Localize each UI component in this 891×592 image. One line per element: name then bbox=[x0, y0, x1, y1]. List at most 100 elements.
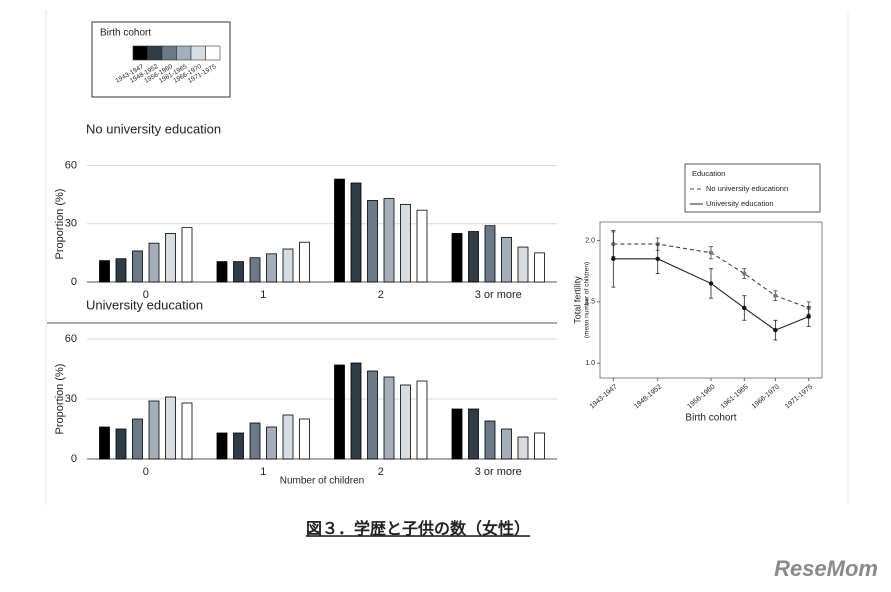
bar bbox=[400, 384, 411, 460]
x-tick-label: 1966-1970 bbox=[751, 384, 781, 411]
legend-swatch bbox=[176, 45, 192, 61]
x-tick-label: 1943-1947 bbox=[589, 384, 619, 411]
y-tick-label: 60 bbox=[65, 159, 77, 171]
point bbox=[708, 281, 714, 286]
bar bbox=[451, 233, 463, 283]
y-tick-label: 30 bbox=[65, 218, 77, 230]
x-tick-label: 1 bbox=[260, 289, 266, 301]
bar bbox=[400, 203, 411, 283]
chart-title: No university education bbox=[86, 121, 221, 136]
bar bbox=[350, 182, 362, 283]
bar bbox=[266, 426, 277, 460]
bar bbox=[416, 209, 428, 283]
y-tick-label: 60 bbox=[65, 333, 77, 345]
x-tick-label: 1971-1975 bbox=[784, 384, 814, 411]
bar bbox=[534, 432, 545, 460]
legend-swatch bbox=[132, 45, 148, 61]
bar bbox=[233, 261, 244, 283]
y-axis-sublabel: (mean number of children) bbox=[584, 262, 591, 338]
watermark: ReseMom bbox=[774, 556, 878, 581]
x-tick-label: 1 bbox=[260, 466, 266, 478]
bar bbox=[299, 241, 310, 283]
bar bbox=[115, 428, 127, 460]
legend-box bbox=[684, 163, 821, 213]
x-axis-label: Birth cohort bbox=[685, 413, 736, 424]
bar bbox=[165, 233, 176, 283]
bar bbox=[501, 428, 512, 460]
x-tick-label: 3 or more bbox=[475, 289, 522, 301]
bar bbox=[181, 402, 193, 460]
bar bbox=[282, 414, 294, 460]
bar bbox=[115, 258, 127, 283]
line bbox=[613, 258, 809, 331]
legend-swatch bbox=[147, 45, 163, 61]
y-tick-label: 1.5 bbox=[585, 299, 595, 306]
legend-swatch bbox=[161, 45, 177, 61]
bar bbox=[148, 242, 160, 283]
bar bbox=[132, 418, 143, 460]
chart-title: University education bbox=[86, 297, 203, 312]
bar bbox=[148, 400, 160, 460]
x-tick-label: 3 or more bbox=[475, 466, 522, 478]
bar bbox=[266, 253, 277, 283]
bar bbox=[534, 252, 545, 283]
bar bbox=[216, 432, 228, 460]
point bbox=[773, 327, 778, 333]
bar bbox=[249, 257, 261, 283]
y-axis-label: Proportion (%) bbox=[54, 364, 66, 435]
bar bbox=[468, 231, 479, 283]
bar bbox=[451, 408, 463, 460]
caption: 図３．学歴と子供の数（女性） bbox=[306, 519, 530, 538]
bar bbox=[334, 364, 345, 460]
point bbox=[708, 250, 714, 255]
bar bbox=[99, 426, 110, 460]
bar bbox=[416, 380, 428, 460]
bar bbox=[484, 420, 496, 460]
point bbox=[611, 256, 616, 262]
y-tick-label: 0 bbox=[71, 276, 77, 288]
x-tick-label: 0 bbox=[143, 466, 149, 478]
bar bbox=[484, 225, 496, 283]
bar bbox=[468, 408, 479, 460]
x-tick-label: 1956-1960 bbox=[686, 384, 716, 411]
point bbox=[742, 271, 747, 276]
legend-swatch bbox=[205, 45, 221, 61]
bar bbox=[249, 422, 261, 460]
bar bbox=[383, 376, 395, 460]
bar bbox=[517, 246, 529, 283]
bar bbox=[132, 250, 143, 283]
legend-title: Birth cohort bbox=[100, 28, 151, 39]
y-tick-label: 0 bbox=[71, 453, 77, 465]
y-tick-label: 30 bbox=[65, 393, 77, 405]
y-tick-label: 1.0 bbox=[585, 360, 595, 367]
bar bbox=[165, 396, 176, 460]
plot-box bbox=[599, 221, 823, 379]
legend-title: Education bbox=[692, 169, 725, 178]
bar bbox=[181, 227, 193, 283]
x-axis-label: Number of children bbox=[280, 476, 364, 487]
bar bbox=[517, 436, 529, 460]
x-tick-label: 1948-1952 bbox=[633, 384, 663, 411]
bar bbox=[282, 248, 294, 283]
bar bbox=[216, 261, 228, 283]
y-axis-label: Total fertility bbox=[572, 276, 582, 324]
line bbox=[613, 243, 809, 309]
point bbox=[742, 305, 747, 311]
bar bbox=[383, 198, 395, 283]
bar bbox=[299, 418, 310, 460]
bar bbox=[334, 178, 345, 283]
x-tick-label: 0 bbox=[143, 289, 149, 301]
point bbox=[773, 293, 778, 298]
bar bbox=[367, 200, 378, 283]
y-tick-label: 2.0 bbox=[585, 237, 595, 244]
legend-swatch bbox=[190, 45, 206, 61]
y-axis-label: Proportion (%) bbox=[54, 189, 66, 260]
point bbox=[806, 314, 811, 319]
legend-label: No university educationn bbox=[706, 184, 788, 193]
bar bbox=[99, 260, 110, 283]
legend-label: University education bbox=[706, 199, 774, 208]
bar bbox=[367, 370, 378, 460]
bar bbox=[501, 236, 512, 283]
x-tick-label: 2 bbox=[378, 466, 384, 478]
